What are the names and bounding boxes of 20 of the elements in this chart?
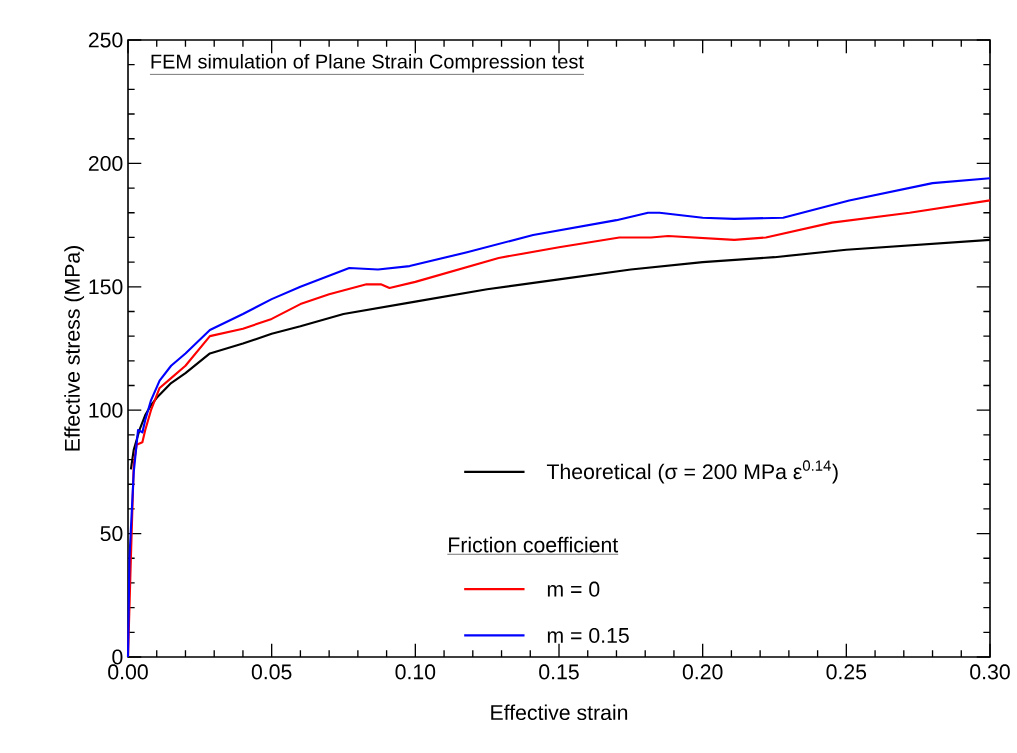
y-axis-title: Effective stress (MPa) xyxy=(64,246,85,451)
text: FEM simulation of Plane Strain Compression test xyxy=(151,53,584,73)
y-tick-label: 200 xyxy=(88,155,123,171)
x-tick-label: 0.00 xyxy=(108,664,148,680)
legend-label: m = 0 xyxy=(547,581,600,597)
x-tick-label: 0.05 xyxy=(251,664,292,680)
y-tick-label: 250 xyxy=(88,32,123,48)
legend-title: Friction coefficient xyxy=(449,536,619,553)
y-tick-label: 0 xyxy=(112,649,123,665)
legend-label: m = 0.15 xyxy=(547,627,629,643)
x-axis-title: Effective strain xyxy=(491,704,628,721)
y-tick-label: 50 xyxy=(100,526,123,542)
legend-label: Theoretical (σ = 200 MPa ε$^{0.14}$) xyxy=(546,460,838,484)
x-tick-label: 0.25 xyxy=(826,664,867,680)
x-tick-label: 0.30 xyxy=(970,664,1010,680)
y-tick-label: 150 xyxy=(89,279,123,295)
x-tick-label: 0.20 xyxy=(682,664,723,680)
x-tick-label: 0.10 xyxy=(395,664,436,680)
x-tick-label: 0.15 xyxy=(539,664,579,680)
y-tick-label: 100 xyxy=(89,402,123,418)
